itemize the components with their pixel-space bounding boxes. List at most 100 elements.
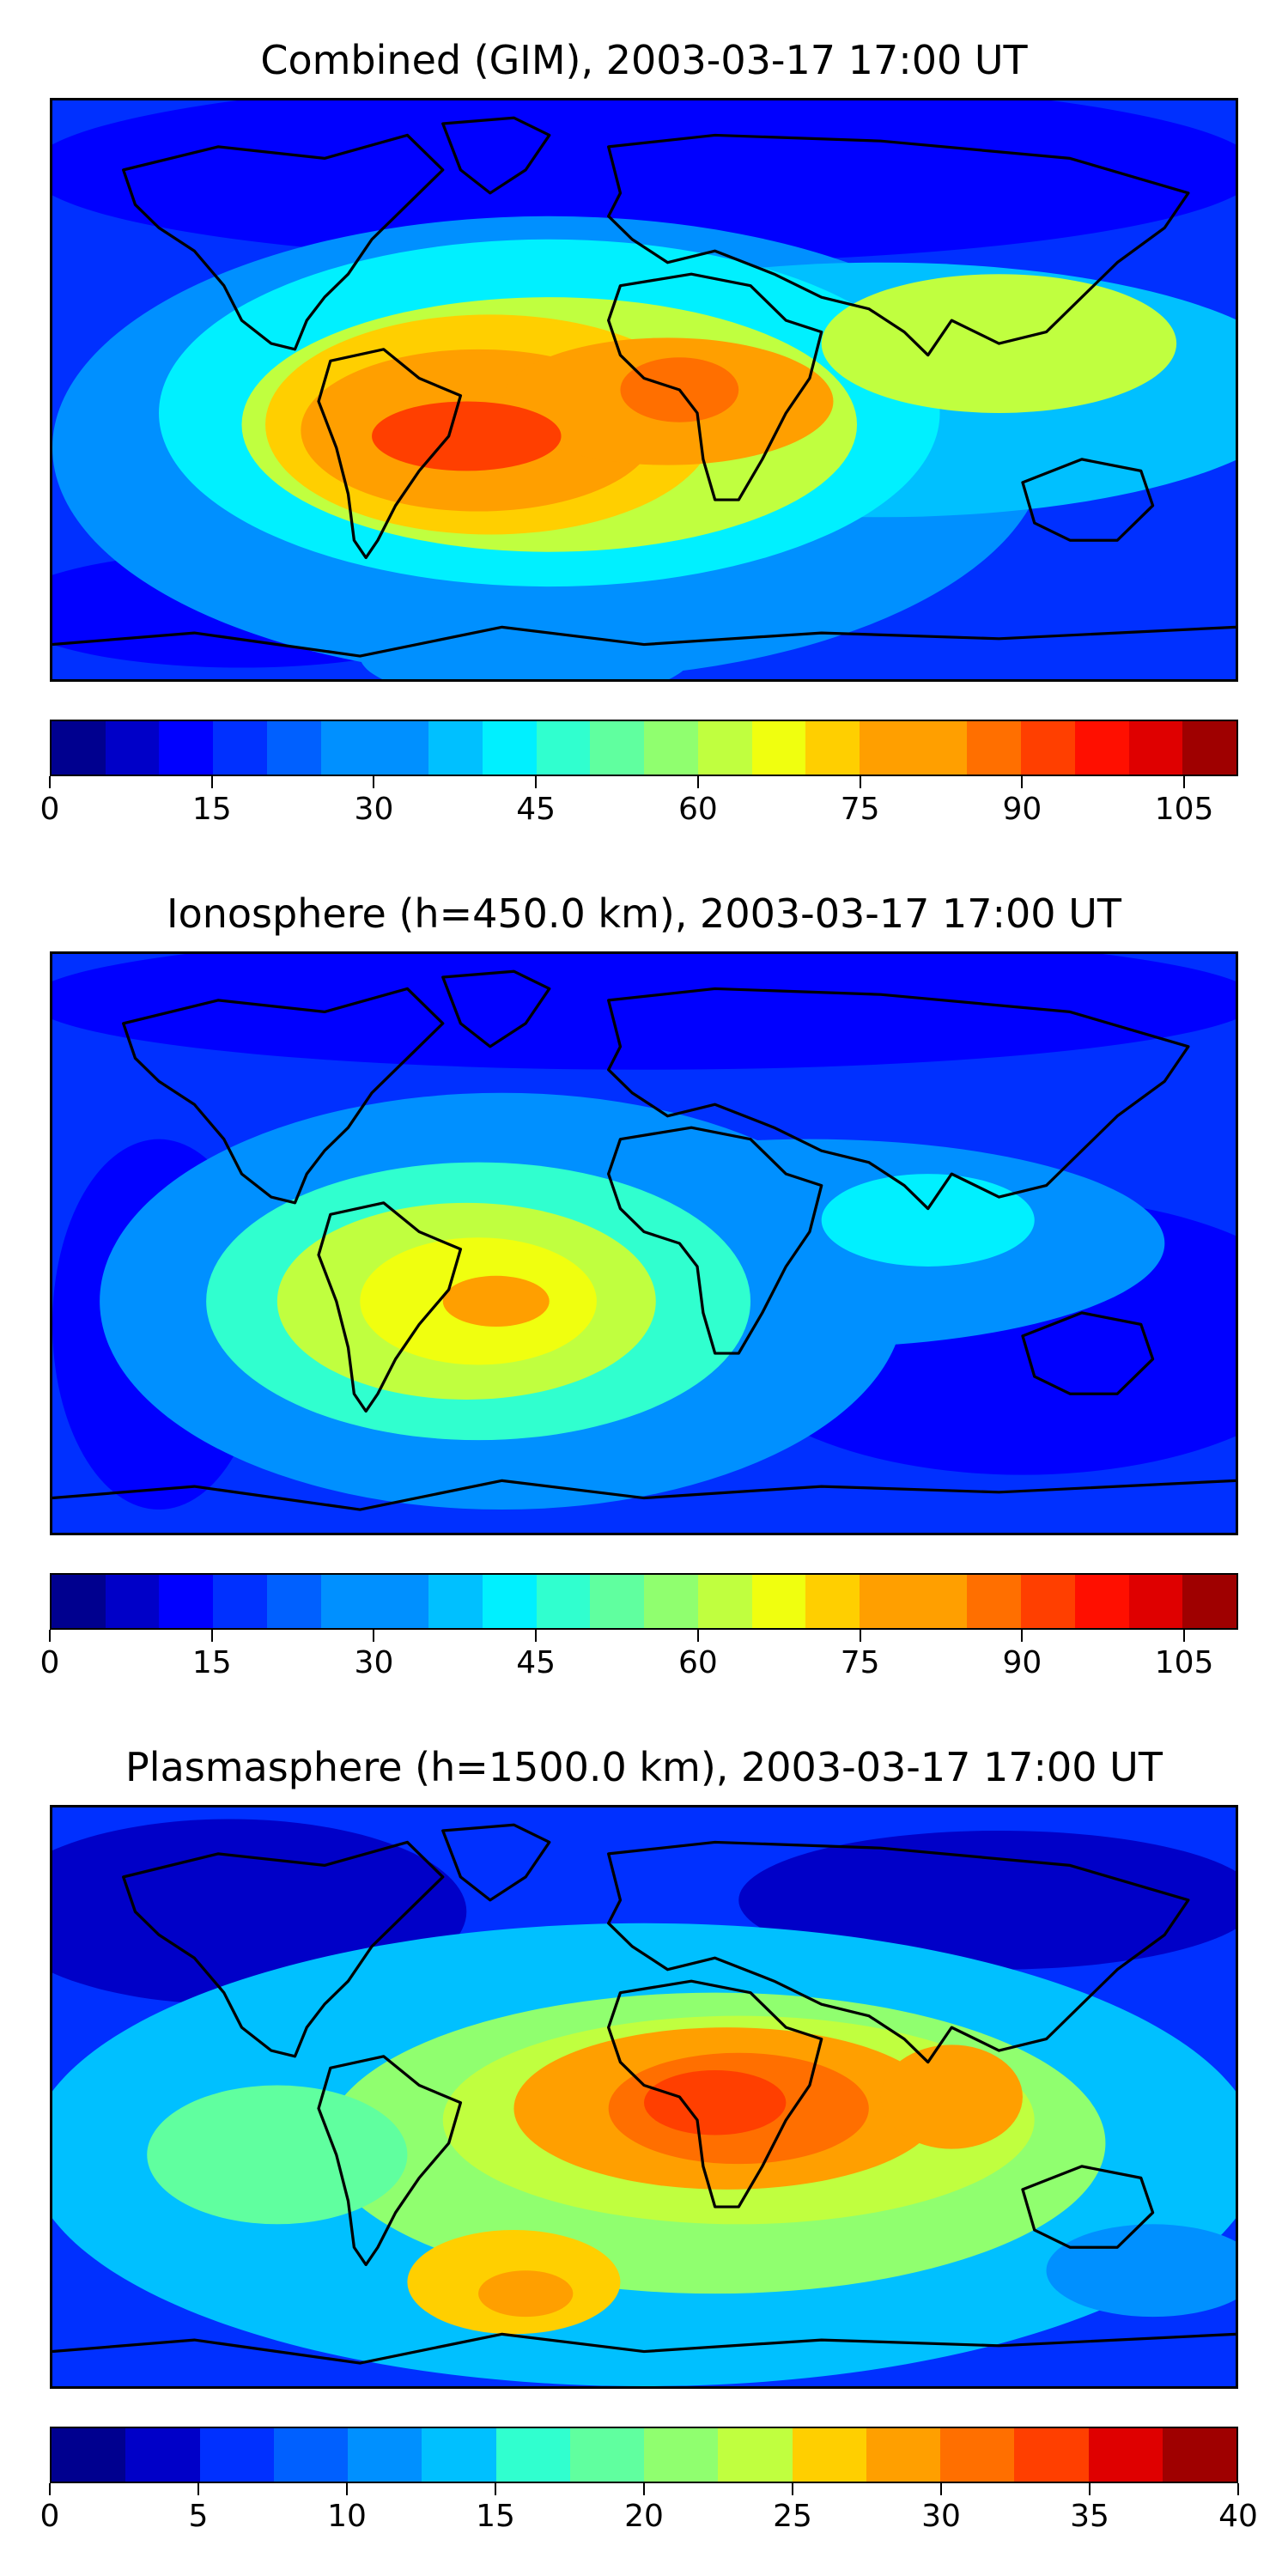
colorbar-tick-mark bbox=[1089, 2483, 1091, 2495]
colorbar-segment bbox=[1074, 1575, 1129, 1628]
colorbar-tick-label: 20 bbox=[624, 2499, 664, 2534]
colorbar-segment bbox=[495, 2428, 570, 2482]
colorbar-segment bbox=[52, 1575, 106, 1628]
colorbar-tick-mark bbox=[210, 1630, 213, 1642]
colorbar-tick-label: 30 bbox=[921, 2499, 961, 2534]
colorbar-tick-mark bbox=[373, 1630, 375, 1642]
colorbar-tick-mark bbox=[1021, 776, 1024, 788]
panel-2-field bbox=[52, 954, 1236, 1533]
colorbar-segment bbox=[590, 1575, 645, 1628]
panel-1-map bbox=[50, 98, 1238, 682]
colorbar-segment bbox=[374, 1575, 429, 1628]
colorbar-tick-label: 75 bbox=[840, 792, 880, 827]
colorbar-segment bbox=[482, 1575, 537, 1628]
coastline-south-america bbox=[317, 1201, 463, 1413]
coastline-south-america bbox=[317, 348, 463, 560]
field-contour-0 bbox=[52, 100, 1236, 263]
colorbar-segment bbox=[792, 2428, 866, 2482]
colorbar-tick-mark bbox=[940, 2483, 942, 2495]
colorbar-tick-mark bbox=[535, 1630, 538, 1642]
field-contour-8 bbox=[880, 2044, 1023, 2149]
colorbar-tick-mark bbox=[197, 2483, 199, 2495]
colorbar-segment bbox=[805, 1575, 860, 1628]
colorbar-tick-label: 40 bbox=[1218, 2499, 1258, 2534]
colorbar-tick-label: 35 bbox=[1070, 2499, 1109, 2534]
field-contour-1 bbox=[738, 1830, 1236, 1970]
field-contour-8 bbox=[442, 1275, 550, 1327]
panel-2-colorbar-ticks: 0 15 30 45 60 75 90 105 bbox=[40, 1630, 1238, 1690]
colorbar-segment bbox=[105, 1575, 160, 1628]
panel-3-title: Plasmasphere (h=1500.0 km), 2003-03-17 1… bbox=[125, 1744, 1163, 1790]
colorbar-segment bbox=[967, 721, 1022, 775]
colorbar-segment bbox=[860, 1575, 914, 1628]
coastline-africa bbox=[607, 272, 823, 501]
panel-2-title: Ionosphere (h=450.0 km), 2003-03-17 17:0… bbox=[167, 890, 1121, 937]
colorbar-tick-label: 105 bbox=[1154, 792, 1214, 827]
colorbar-segment bbox=[751, 1575, 806, 1628]
panel-1-title: Combined (GIM), 2003-03-17 17:00 UT bbox=[260, 37, 1028, 83]
field-contour-13 bbox=[360, 610, 692, 679]
colorbar-tick-label: 25 bbox=[773, 2499, 812, 2534]
colorbar-tick-mark bbox=[346, 2483, 348, 2495]
panel-3-colorbar bbox=[50, 2427, 1238, 2483]
panel-3-field bbox=[52, 1807, 1236, 2386]
colorbar-segment bbox=[348, 2428, 422, 2482]
colorbar-tick-mark bbox=[373, 776, 375, 788]
coastline-australia bbox=[1021, 1311, 1155, 1395]
colorbar-tick-mark bbox=[535, 776, 538, 788]
colorbar-segment bbox=[273, 2428, 348, 2482]
colorbar-tick-mark bbox=[49, 1630, 51, 1642]
panel-1-coastlines bbox=[52, 116, 1236, 658]
colorbar-tick-label: 90 bbox=[1002, 792, 1042, 827]
colorbar-tick-mark bbox=[643, 2483, 645, 2495]
colorbar-tick-label: 45 bbox=[516, 1645, 556, 1680]
field-contour-11 bbox=[147, 2085, 408, 2225]
coastline-australia bbox=[1021, 2165, 1155, 2249]
coastline-greenland bbox=[441, 1823, 551, 1902]
colorbar-segment bbox=[428, 1575, 483, 1628]
colorbar-segment bbox=[1128, 1575, 1183, 1628]
colorbar-segment bbox=[266, 721, 321, 775]
colorbar-tick-label: 5 bbox=[188, 2499, 209, 2534]
coastline-south-america bbox=[317, 2055, 463, 2267]
colorbar-segment bbox=[374, 721, 429, 775]
colorbar-tick-label: 10 bbox=[327, 2499, 367, 2534]
colorbar-tick-mark bbox=[859, 1630, 861, 1642]
panel-1-map-svg bbox=[52, 100, 1236, 679]
colorbar-segment bbox=[644, 1575, 698, 1628]
colorbar-segment bbox=[52, 721, 106, 775]
colorbar-tick-mark bbox=[49, 776, 51, 788]
colorbar-segment bbox=[536, 721, 591, 775]
colorbar-tick-mark bbox=[210, 776, 213, 788]
colorbar-segment bbox=[422, 2428, 496, 2482]
colorbar-segment bbox=[52, 2428, 126, 2482]
colorbar-segment bbox=[967, 1575, 1022, 1628]
colorbar-segment bbox=[159, 721, 214, 775]
coastline-europe-asia bbox=[607, 987, 1190, 1211]
colorbar-tick-label: 0 bbox=[39, 792, 60, 827]
panel-3-coastlines bbox=[52, 1823, 1236, 2365]
panel-1-colorbar bbox=[50, 720, 1238, 776]
colorbar-tick-mark bbox=[49, 2483, 51, 2495]
colorbar-segment bbox=[159, 1575, 214, 1628]
panel-1-field bbox=[52, 100, 1236, 679]
colorbar-tick-label: 60 bbox=[678, 792, 718, 827]
colorbar-segment bbox=[1021, 721, 1075, 775]
field-contour-10 bbox=[478, 2270, 574, 2318]
panel-2-map-svg bbox=[52, 954, 1236, 1533]
colorbar-segment bbox=[590, 721, 645, 775]
colorbar-tick-mark bbox=[696, 776, 699, 788]
colorbar-segment bbox=[913, 721, 968, 775]
coastline-africa bbox=[607, 1979, 823, 2208]
field-contour-0 bbox=[52, 954, 1236, 1070]
coastline-north-america bbox=[122, 987, 445, 1205]
coastline-north-america bbox=[122, 133, 445, 351]
colorbar-segment bbox=[913, 1575, 968, 1628]
colorbar-tick-mark bbox=[1237, 2483, 1239, 2495]
colorbar-segment bbox=[125, 2428, 200, 2482]
colorbar-segment bbox=[1162, 2428, 1236, 2482]
colorbar-segment bbox=[105, 721, 160, 775]
field-contour-7 bbox=[644, 2069, 787, 2136]
panel-3-map bbox=[50, 1805, 1238, 2389]
colorbar-segment bbox=[805, 721, 860, 775]
